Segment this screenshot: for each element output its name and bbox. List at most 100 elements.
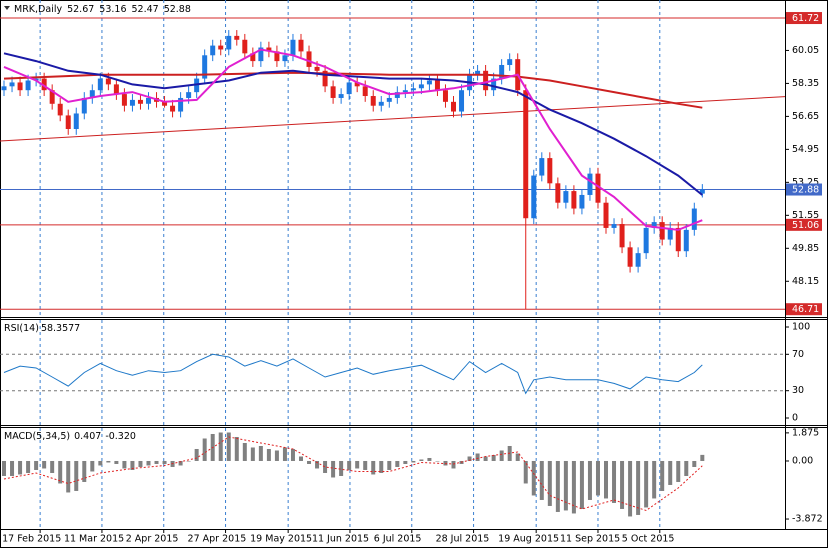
candle-body (571, 191, 577, 209)
macd-bar (42, 460, 47, 469)
symbol-icon (4, 6, 10, 10)
candle-body (451, 101, 457, 112)
rsi-title-name: RSI(14) (4, 323, 39, 334)
macd-bar (266, 448, 271, 461)
rsi-value: 58.3577 (41, 323, 80, 334)
candle-body (250, 53, 256, 62)
macd-bar (258, 445, 263, 461)
macd-bar (531, 460, 536, 496)
candle-body (523, 90, 529, 219)
macd-bar (411, 460, 416, 463)
x-tick-label: 17 Feb 2015 (2, 534, 61, 545)
macd-bar (515, 453, 520, 461)
x-tick-label: 2 Apr 2015 (126, 534, 179, 545)
candle-body (354, 82, 360, 87)
macd-bar (483, 456, 488, 461)
level-label-box (786, 12, 822, 25)
macd-bar (652, 460, 657, 499)
macd-bar (339, 460, 344, 476)
x-tick-label: 27 Apr 2015 (188, 534, 247, 545)
macd-signal (3, 436, 703, 512)
macd-bar (475, 453, 480, 461)
candle-body (226, 35, 232, 50)
candle-body (362, 86, 368, 97)
macd-bar (379, 460, 384, 473)
y-tick-label: 0.00 (792, 455, 813, 466)
candle-body (442, 90, 448, 102)
y-tick-label: 60.05 (792, 45, 819, 56)
macd-bar (491, 454, 496, 461)
macd-bar (387, 460, 392, 470)
macd-value: 0.407 (74, 431, 101, 442)
candle-body (643, 227, 649, 254)
macd-bar (307, 460, 312, 464)
macd-bar (403, 460, 408, 464)
macd-bar (74, 460, 79, 491)
macd-bar (499, 450, 504, 461)
y-tick-label: 30 (792, 385, 804, 396)
candle-body (434, 80, 440, 91)
macd-bar (154, 460, 159, 464)
candle-body (25, 80, 31, 91)
macd-bar (523, 460, 528, 484)
candle-body (105, 78, 111, 85)
ohlc-value: 52.67 (67, 4, 94, 15)
candle-body (603, 202, 609, 228)
level-label-box (786, 303, 822, 316)
macd-bar (467, 456, 472, 461)
macd-bar (547, 460, 552, 506)
macd-bar (26, 460, 31, 473)
macd-bar (595, 460, 600, 496)
macd-bar (587, 460, 592, 500)
candle-body (121, 94, 127, 106)
candle-body (555, 183, 561, 203)
macd-bar (186, 460, 191, 462)
candle-body (491, 78, 497, 91)
ohlc-value: 52.47 (132, 4, 159, 15)
candle-body (330, 86, 336, 98)
macd-bar (178, 460, 183, 466)
level-label-box (786, 183, 822, 196)
candle-body (547, 158, 553, 184)
candle-body (282, 55, 288, 62)
macd-bar (571, 460, 576, 514)
macd-bar (323, 460, 328, 473)
macd-bar (90, 460, 95, 472)
macd-bar (2, 460, 7, 476)
candle-body (162, 101, 168, 106)
macd-bar (539, 460, 544, 500)
macd-bar (668, 460, 673, 485)
macd-bar (555, 460, 560, 512)
candle-body (89, 90, 95, 98)
y-tick-label: 100 (792, 322, 810, 333)
candle-body (627, 247, 633, 267)
macd-bar (122, 460, 127, 469)
candle-body (683, 229, 689, 252)
candle-body (338, 94, 344, 98)
moving-average (3, 52, 703, 196)
candle-body (531, 175, 537, 219)
candle-body (306, 51, 312, 67)
macd-bar (684, 460, 689, 476)
macd-bar (355, 460, 360, 469)
candle-body (394, 92, 400, 98)
candle-body (1, 86, 7, 91)
candle-body (178, 97, 184, 112)
x-tick-label: 6 Jul 2015 (374, 534, 422, 545)
candle-body (675, 227, 681, 252)
macd-bar (114, 460, 119, 464)
candle-body (483, 70, 489, 91)
chart-title: MRK,Daily 52.67 53.16 52.47 52.88 (14, 4, 191, 15)
candle-body (210, 45, 216, 56)
macd-bar (620, 460, 625, 509)
macd-bar (644, 460, 649, 508)
candle-body (97, 78, 103, 91)
candle-body (699, 189, 705, 194)
trendline (0, 96, 786, 142)
macd-bar (331, 460, 336, 478)
macd-bar (628, 460, 633, 517)
candle-body (346, 82, 352, 95)
candle-body (298, 39, 304, 52)
ohlc-value: 53.16 (99, 4, 126, 15)
